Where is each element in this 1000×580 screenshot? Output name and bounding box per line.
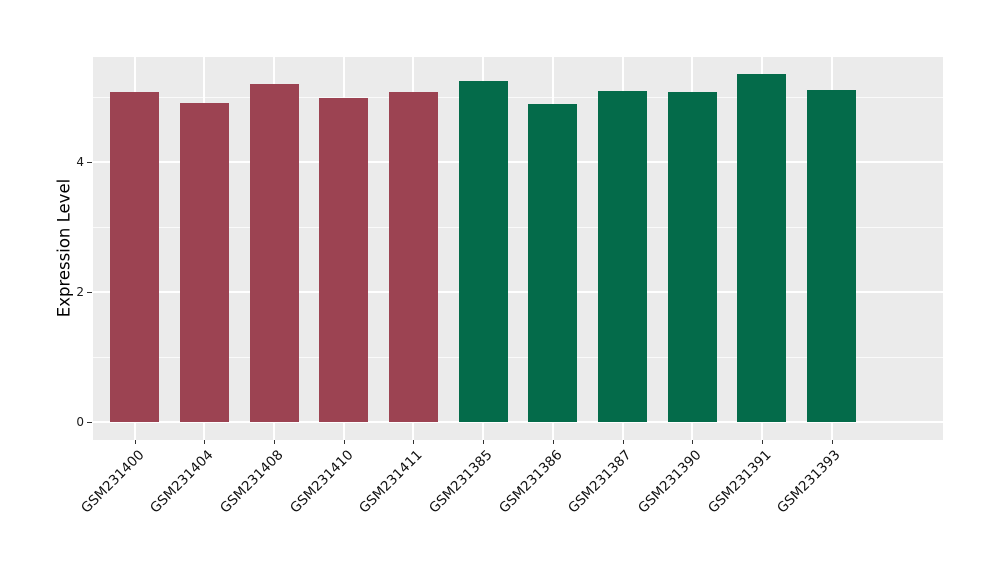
x-tick-mark-GSM231410 [343,440,345,444]
gridline-major-y2 [93,291,943,293]
x-tick-label-text: GSM231385 [426,447,496,517]
bar-GSM231400 [110,91,160,422]
x-tick-mark-GSM231404 [204,440,206,444]
y-tick-mark-4 [87,162,92,163]
gridline-minor-y3 [93,227,943,228]
gridline-major-y4 [93,161,943,163]
x-tick-mark-GSM231411 [413,440,415,444]
bar-GSM231391 [737,74,787,422]
bar-GSM231386 [528,103,578,422]
x-tick-label-text: GSM231386 [495,447,566,517]
gridline-minor-y1 [93,357,943,358]
x-tick-mark-GSM231385 [483,440,485,444]
y-tick-label-0: 0 [76,415,84,429]
x-tick-mark-GSM231386 [552,440,554,444]
plot-panel [93,57,943,440]
bar-GSM231410 [319,98,369,422]
x-tick-mark-GSM231390 [692,440,694,444]
x-tick-label-text: GSM231391 [704,447,775,517]
x-tick-label-text: GSM231400 [77,447,148,517]
x-tick-label-text: GSM231390 [635,447,705,517]
gridline-major-y0 [93,421,943,423]
bar-GSM231387 [598,90,647,422]
x-tick-mark-GSM231408 [274,440,276,444]
bar-GSM231390 [667,91,717,422]
x-tick-mark-GSM231400 [134,440,136,444]
bar-GSM231408 [249,84,299,422]
y-tick-mark-2 [87,292,92,293]
bar-GSM231385 [458,80,508,422]
bar-GSM231404 [180,102,229,422]
x-tick-mark-GSM231391 [761,440,763,444]
gridline-minor-y5 [93,97,943,98]
x-tick-label-text: GSM231410 [286,447,357,517]
x-tick-mark-GSM231387 [622,440,624,444]
x-tick-label-text: GSM231393 [774,447,844,517]
x-tick-mark-GSM231393 [831,440,833,444]
x-tick-label-text: GSM231411 [356,447,426,517]
y-tick-mark-0 [87,422,92,423]
x-tick-label-text: GSM231387 [565,447,635,517]
x-tick-label-text: GSM231404 [147,447,217,517]
y-tick-label-2: 2 [76,285,84,299]
bar-GSM231411 [389,91,438,422]
y-tick-label-4: 4 [76,155,84,169]
bar-GSM231393 [807,89,856,422]
x-tick-label-text: GSM231408 [217,447,287,517]
